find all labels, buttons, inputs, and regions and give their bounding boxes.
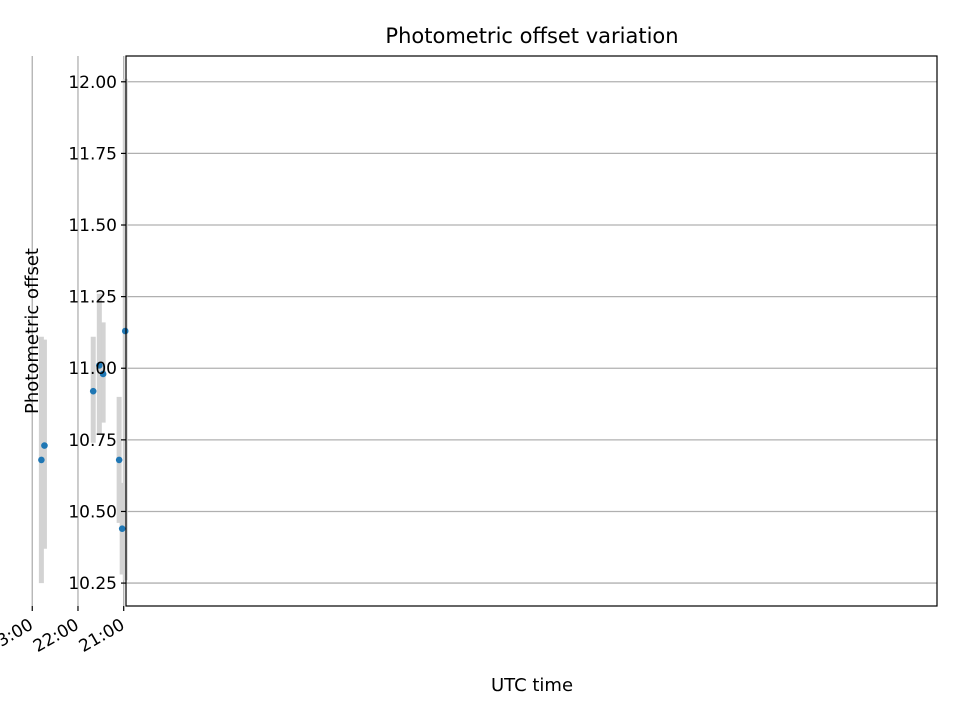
grid <box>31 56 937 606</box>
data-point <box>41 442 48 449</box>
data-point <box>115 456 123 464</box>
data-point <box>99 370 107 378</box>
y-tick-label: 10.25 <box>68 574 117 594</box>
y-tick-label: 11.75 <box>68 144 117 164</box>
plot-frame <box>125 55 938 607</box>
y-tick-label: 11.00 <box>68 359 117 379</box>
data-point <box>89 387 97 395</box>
data-point <box>38 456 45 464</box>
y-axis-label: Photometric offset <box>22 248 43 414</box>
y-tick-label: 11.50 <box>68 216 117 236</box>
y-tick-label: 10.50 <box>68 502 117 522</box>
data-points <box>38 327 129 532</box>
chart-title: Photometric offset variation <box>385 24 678 48</box>
y-tick-label: 12.00 <box>68 73 117 93</box>
y-tick-label: 10.75 <box>68 431 117 451</box>
data-point <box>121 327 129 335</box>
y-tick-label: 11.25 <box>68 288 117 308</box>
y-axis-ticks: 10.25 10.50 10.75 11.00 11.25 11.50 11.75 12.00 <box>68 73 126 594</box>
data-point <box>118 525 126 532</box>
data-point <box>96 362 103 369</box>
x-axis-label: UTC time <box>491 675 573 696</box>
